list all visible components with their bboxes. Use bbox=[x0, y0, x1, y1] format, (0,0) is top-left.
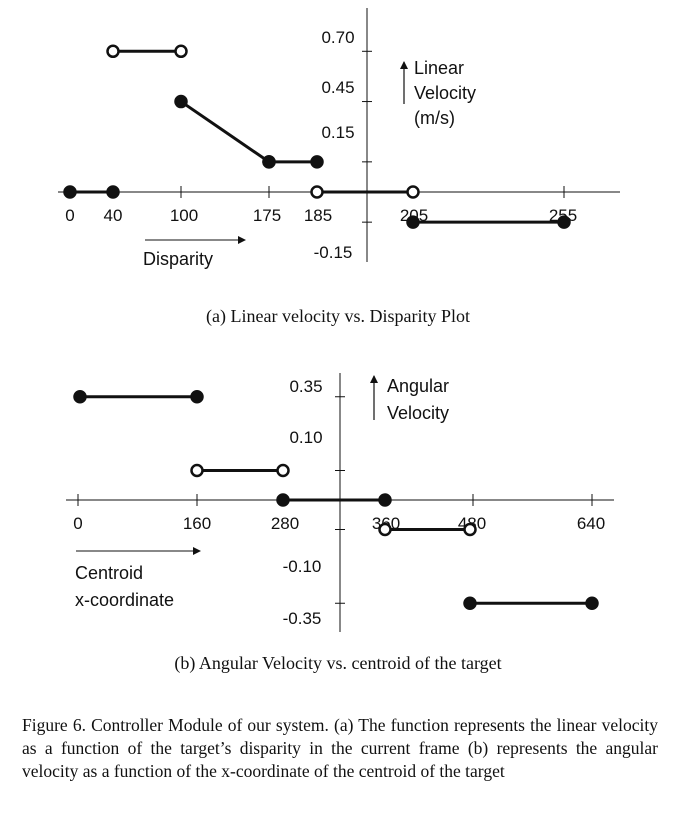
closed-endpoint-b bbox=[378, 493, 392, 507]
y-axis-label-b: Angular bbox=[387, 376, 449, 396]
closed-endpoint-b bbox=[73, 390, 87, 404]
y-tick-label-a: -0.15 bbox=[314, 243, 353, 262]
x-axis-label-b: x-coordinate bbox=[75, 590, 174, 610]
chart-caption-b: (b) Angular Velocity vs. centroid of the… bbox=[174, 653, 501, 674]
open-endpoint-a bbox=[106, 44, 120, 59]
x-tick-label-b: 640 bbox=[577, 514, 605, 533]
x-tick-label-b: 280 bbox=[271, 514, 299, 533]
y-tick-label-b: 0.10 bbox=[289, 428, 322, 447]
closed-endpoint-a bbox=[557, 215, 571, 229]
open-endpoint-a bbox=[174, 44, 188, 59]
x-tick-label-a: 100 bbox=[170, 206, 198, 225]
closed-endpoint-b bbox=[190, 390, 204, 404]
y-tick-label-b: -0.10 bbox=[283, 557, 322, 576]
x-tick-label-a: 185 bbox=[304, 206, 332, 225]
chart-linear-velocity: 0401001751852052550.700.450.15-0.15Dispa… bbox=[58, 8, 620, 327]
closed-endpoint-a bbox=[262, 155, 276, 169]
closed-endpoint-b bbox=[585, 596, 599, 610]
x-axis-label-a: Disparity bbox=[143, 249, 213, 269]
y-tick-label-a: 0.70 bbox=[321, 28, 354, 47]
closed-endpoint-b bbox=[276, 493, 290, 507]
x-tick-label-b: 160 bbox=[183, 514, 211, 533]
x-tick-label-a: 175 bbox=[253, 206, 281, 225]
open-endpoint-a bbox=[310, 185, 324, 199]
figure-caption: Figure 6. Controller Module of our syste… bbox=[22, 715, 658, 781]
y-axis-label-a: Linear bbox=[414, 58, 464, 78]
y-tick-label-a: 0.15 bbox=[321, 123, 354, 142]
closed-endpoint-a bbox=[406, 215, 420, 229]
open-endpoint-a bbox=[406, 185, 420, 199]
chart-caption-a: (a) Linear velocity vs. Disparity Plot bbox=[206, 306, 470, 327]
y-tick-label-a: 0.45 bbox=[321, 78, 354, 97]
open-endpoint-b bbox=[276, 463, 290, 478]
open-endpoint-b bbox=[190, 463, 204, 478]
y-axis-label-b: Velocity bbox=[387, 403, 449, 423]
open-endpoint-b bbox=[378, 522, 392, 537]
open-endpoint-b bbox=[463, 522, 477, 537]
closed-endpoint-a bbox=[63, 185, 77, 199]
y-tick-label-b: -0.35 bbox=[283, 609, 322, 628]
closed-endpoint-a bbox=[106, 185, 120, 199]
x-tick-label-a: 40 bbox=[104, 206, 123, 225]
closed-endpoint-a bbox=[174, 94, 188, 109]
segment-line-a bbox=[180, 100, 270, 164]
chart-angular-velocity: 01602803604806400.350.10-0.10-0.35Centro… bbox=[66, 373, 614, 674]
x-tick-label-a: 0 bbox=[65, 206, 74, 225]
closed-endpoint-b bbox=[463, 596, 477, 610]
closed-endpoint-a bbox=[310, 155, 324, 169]
x-tick-label-b: 0 bbox=[73, 514, 82, 533]
y-tick-label-b: 0.35 bbox=[289, 377, 322, 396]
x-axis-label-b: Centroid bbox=[75, 563, 143, 583]
y-axis-label-a: Velocity bbox=[414, 83, 476, 103]
y-axis-label-a: (m/s) bbox=[414, 108, 455, 128]
